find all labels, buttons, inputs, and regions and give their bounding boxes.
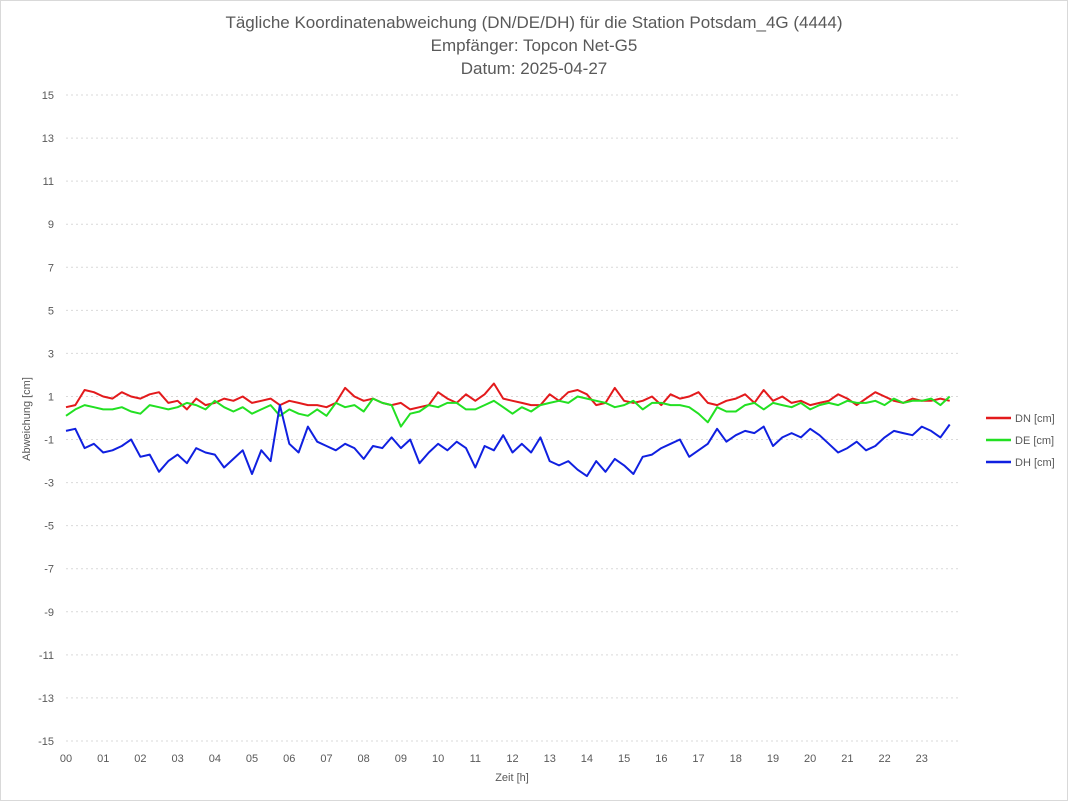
- x-tick-label: 09: [395, 753, 407, 765]
- grid-lines: [66, 94, 959, 742]
- chart-title-line-3: Datum: 2025-04-27: [460, 59, 608, 78]
- x-tick-label: 00: [60, 753, 72, 765]
- y-tick-label: 1: [48, 391, 54, 403]
- x-tick-label: 02: [134, 753, 146, 765]
- y-tick-label: 5: [48, 305, 54, 317]
- x-tick-label: 01: [97, 753, 109, 765]
- legend: DN [cm] DE [cm] DH [cm]: [986, 413, 1055, 469]
- x-tick-label: 05: [246, 753, 258, 765]
- x-tick-label: 13: [544, 753, 556, 765]
- y-tick-labels: 15 13 11 9 7 5 3 1 -1 -3 -5 -7 -9 -11 -13 -15: [38, 90, 54, 748]
- y-tick-label: 15: [42, 90, 54, 102]
- y-axis-label: Abweichung [cm]: [21, 377, 33, 461]
- y-tick-label: -15: [38, 736, 54, 748]
- x-tick-label: 15: [618, 753, 630, 765]
- series-line-dh: [65, 404, 951, 478]
- x-tick-label: 03: [172, 753, 184, 765]
- x-tick-label: 08: [358, 753, 370, 765]
- x-tick-label: 21: [841, 753, 853, 765]
- y-tick-label: -9: [44, 607, 54, 619]
- legend-label: DH [cm]: [1015, 457, 1055, 469]
- x-tick-label: 12: [506, 753, 518, 765]
- x-tick-label: 10: [432, 753, 444, 765]
- x-tick-label: 14: [581, 753, 593, 765]
- y-tick-label: -3: [44, 478, 54, 490]
- y-tick-label: -11: [39, 650, 54, 662]
- y-tick-label: 9: [48, 219, 54, 231]
- x-tick-label: 23: [916, 753, 928, 765]
- y-tick-label: -5: [44, 521, 54, 533]
- x-tick-label: 11: [470, 753, 481, 765]
- x-tick-label: 04: [209, 753, 221, 765]
- legend-label: DE [cm]: [1015, 435, 1054, 447]
- data-series: [65, 382, 951, 478]
- y-tick-label: -1: [44, 435, 54, 447]
- x-tick-label: 19: [767, 753, 779, 765]
- chart-title-line-1: Tägliche Koordinatenabweichung (DN/DE/DH…: [225, 13, 843, 32]
- y-tick-label: -13: [38, 693, 54, 705]
- x-tick-label: 20: [804, 753, 816, 765]
- x-tick-label: 18: [730, 753, 742, 765]
- y-tick-label: 3: [48, 348, 54, 360]
- x-tick-label: 22: [878, 753, 890, 765]
- series-line-de: [65, 395, 951, 428]
- y-tick-label: 13: [42, 133, 54, 145]
- x-tick-label: 17: [692, 753, 704, 765]
- y-tick-label: 11: [43, 176, 54, 188]
- x-tick-labels: 00 01 02 03 04 05 06 07 08 09 10 11 12 13 14 15 16 17 18 19…: [60, 753, 928, 765]
- y-tick-label: 7: [48, 262, 54, 274]
- x-axis-label: Zeit [h]: [495, 772, 529, 784]
- chart-title-line-2: Empfänger: Topcon Net-G5: [430, 36, 638, 55]
- x-tick-label: 16: [655, 753, 667, 765]
- x-tick-label: 06: [283, 753, 295, 765]
- x-tick-label: 07: [320, 753, 332, 765]
- y-tick-label: -7: [44, 564, 54, 576]
- legend-label: DN [cm]: [1015, 413, 1055, 425]
